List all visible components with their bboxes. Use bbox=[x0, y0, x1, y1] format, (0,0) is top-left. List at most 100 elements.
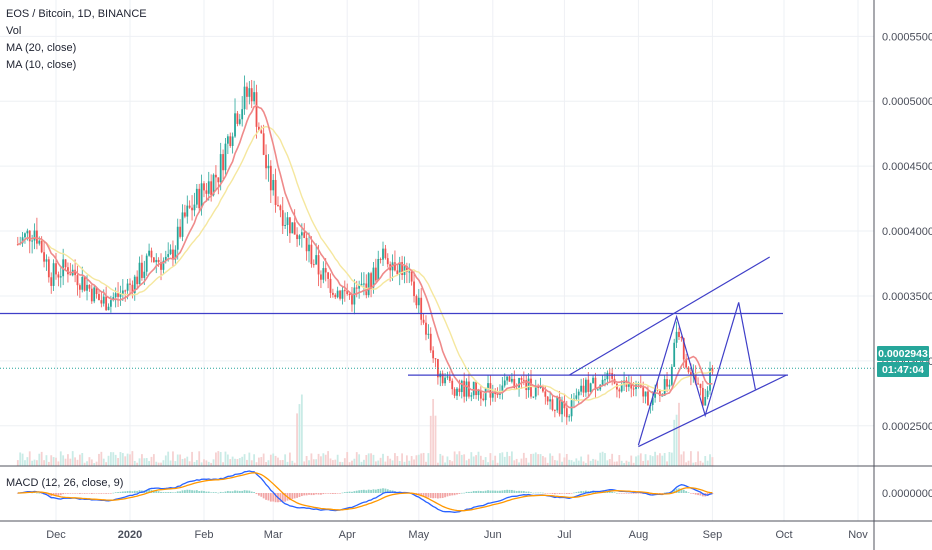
candle-body bbox=[281, 210, 284, 226]
macd-histogram-bar bbox=[494, 490, 497, 493]
candle-body bbox=[701, 387, 704, 406]
volume-bar bbox=[286, 461, 289, 466]
macd-histogram-bar bbox=[682, 489, 685, 493]
candle-body bbox=[558, 396, 561, 415]
volume-bar bbox=[711, 457, 714, 466]
candle-body bbox=[331, 292, 334, 295]
x-tick-label: Jun bbox=[484, 529, 502, 541]
macd-histogram-bar bbox=[217, 492, 220, 494]
candle-body bbox=[152, 257, 155, 263]
candle-body bbox=[16, 244, 19, 246]
candle-body bbox=[265, 154, 267, 169]
volume-bar bbox=[71, 451, 74, 466]
candle-body bbox=[697, 383, 699, 385]
volume-bar bbox=[76, 459, 79, 466]
legend-ma20[interactable]: MA (20, close) bbox=[6, 42, 77, 54]
candle-body bbox=[522, 379, 525, 381]
candle-body bbox=[195, 188, 198, 205]
candle-body bbox=[78, 285, 81, 290]
macd-histogram-bar bbox=[632, 493, 635, 494]
volume-bar bbox=[36, 460, 38, 466]
volume-bar bbox=[224, 451, 227, 466]
macd-histogram-bar bbox=[673, 489, 676, 493]
volume-bar bbox=[396, 456, 399, 466]
volume-bar bbox=[279, 460, 282, 466]
candle-body bbox=[489, 383, 492, 398]
legend-vol[interactable]: Vol bbox=[6, 25, 22, 37]
candle-body bbox=[520, 378, 523, 380]
volume-bar bbox=[109, 452, 112, 466]
macd-histogram-bar bbox=[198, 491, 201, 493]
macd-histogram-bar bbox=[55, 493, 57, 496]
volume-bar bbox=[405, 455, 408, 466]
macd-histogram-bar bbox=[284, 493, 287, 502]
candle-body bbox=[453, 389, 456, 396]
candle-body bbox=[539, 386, 542, 388]
macd-histogram-bar bbox=[176, 491, 179, 493]
candle-body bbox=[394, 262, 396, 271]
volume-bar bbox=[427, 453, 430, 466]
macd-histogram-bar bbox=[98, 493, 100, 494]
volume-bar bbox=[298, 404, 301, 466]
volume-bar bbox=[709, 454, 711, 466]
volume-bar bbox=[88, 457, 91, 466]
candle-body bbox=[272, 179, 275, 191]
candle-body bbox=[236, 113, 239, 124]
candle-body bbox=[64, 259, 67, 268]
macd-histogram-bar bbox=[587, 491, 590, 493]
candle-body bbox=[556, 396, 559, 411]
macd-histogram-bar bbox=[439, 493, 442, 499]
volume-bar bbox=[320, 456, 322, 466]
macd-histogram-bar bbox=[353, 491, 356, 493]
volume-bar bbox=[281, 460, 284, 466]
volume-bar bbox=[429, 415, 432, 466]
volume-bar bbox=[532, 453, 535, 466]
symbol-title[interactable]: EOS / Bitcoin, 1D, BINANCE bbox=[6, 8, 147, 20]
volume-bar bbox=[143, 458, 146, 466]
volume-bar bbox=[231, 456, 234, 466]
legend-macd[interactable]: MACD (12, 26, close, 9) bbox=[6, 477, 124, 489]
volume-bar bbox=[107, 455, 110, 466]
volume-bar bbox=[577, 460, 580, 466]
candle-body bbox=[59, 276, 62, 278]
candle-body bbox=[255, 92, 258, 127]
legend-ma10[interactable]: MA (10, close) bbox=[6, 59, 77, 71]
candle-body bbox=[647, 391, 649, 406]
macd-histogram-bar bbox=[351, 491, 353, 493]
macd-histogram-bar bbox=[377, 488, 380, 493]
macd-histogram-bar bbox=[322, 493, 325, 495]
candle-body bbox=[422, 319, 425, 323]
macd-histogram-bar bbox=[470, 491, 473, 493]
volume-bar bbox=[670, 452, 673, 466]
candle-body bbox=[348, 294, 351, 296]
candle-body bbox=[31, 240, 34, 242]
candle-body bbox=[312, 264, 315, 266]
volume-bar bbox=[491, 460, 494, 466]
candle-body bbox=[167, 254, 170, 257]
candle-body bbox=[432, 350, 435, 359]
volume-bar bbox=[322, 453, 325, 466]
macd-histogram-bar bbox=[522, 491, 525, 493]
chart-legend: EOS / Bitcoin, 1D, BINANCE Vol MA (20, c… bbox=[6, 6, 147, 74]
candle-body bbox=[95, 287, 98, 295]
macd-histogram-bar bbox=[635, 493, 637, 494]
volume-bar bbox=[553, 460, 556, 466]
volume-bar bbox=[343, 458, 346, 466]
volume-bar bbox=[551, 455, 554, 466]
volume-bar bbox=[625, 460, 628, 466]
volume-bar bbox=[367, 453, 370, 466]
volume-bar bbox=[195, 460, 198, 466]
candle-body bbox=[174, 249, 177, 260]
candle-body bbox=[487, 383, 489, 389]
volume-bar bbox=[339, 461, 341, 466]
candle-body bbox=[269, 165, 272, 191]
candle-body bbox=[687, 367, 690, 373]
macd-histogram-bar bbox=[458, 493, 461, 494]
candle-body bbox=[52, 263, 55, 286]
macd-histogram-bar bbox=[69, 493, 72, 494]
candle-body bbox=[577, 391, 580, 396]
volume-bar bbox=[141, 454, 143, 466]
volume-bar bbox=[506, 451, 509, 466]
candle-body bbox=[317, 255, 320, 275]
